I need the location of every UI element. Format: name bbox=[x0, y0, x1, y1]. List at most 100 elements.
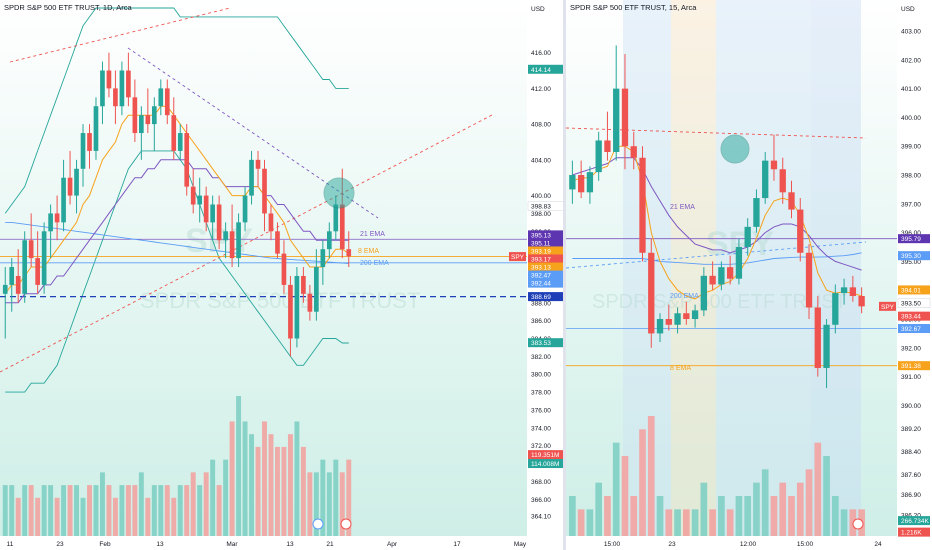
volume-bar bbox=[587, 509, 594, 536]
candle-body bbox=[197, 196, 202, 205]
candle-body bbox=[243, 196, 248, 223]
candle-body bbox=[648, 253, 654, 334]
price-tick-label: 400.00 bbox=[901, 115, 921, 122]
price-label-value: 393.44 bbox=[901, 314, 921, 321]
candle-body bbox=[596, 140, 602, 172]
candle-body bbox=[639, 158, 645, 253]
volume-bar bbox=[762, 469, 769, 536]
candle-body bbox=[158, 88, 163, 106]
time-tick-label: 13 bbox=[286, 541, 294, 548]
price-axis-background bbox=[897, 0, 932, 550]
watermark-name: SPDR S&P 500 ETF TRUST bbox=[140, 288, 420, 313]
volume-bar bbox=[595, 483, 602, 536]
price-label-value: 266.734K bbox=[901, 518, 929, 525]
volume-bar bbox=[22, 485, 27, 536]
volume-bar bbox=[61, 485, 66, 536]
price-tick-label: 400.00 bbox=[531, 193, 551, 200]
volume-bar bbox=[113, 498, 118, 536]
time-tick-label: May bbox=[514, 541, 527, 548]
candle-body bbox=[42, 231, 47, 285]
candle-body bbox=[666, 319, 672, 325]
volume-bar bbox=[709, 509, 716, 536]
price-label-value: 393.17 bbox=[531, 256, 551, 263]
daily-chart-title: SPDR S&P 500 ETF TRUST, 1D, Arca bbox=[4, 3, 132, 12]
time-tick-label: 17 bbox=[453, 541, 461, 548]
price-label-value: 414.14 bbox=[531, 67, 551, 74]
daily-chart-canvas[interactable]: SPY SPDR S&P 500 ETF TRUST 21 EMA 8 EMA 200 … bbox=[0, 0, 566, 550]
candle-body bbox=[333, 205, 338, 232]
candle-body bbox=[832, 293, 838, 325]
candle-body bbox=[841, 287, 847, 293]
time-tick-label: 15:00 bbox=[797, 541, 814, 548]
price-tick-label: 391.00 bbox=[901, 374, 921, 381]
currency-label: USD bbox=[531, 6, 545, 13]
price-tick-label: 374.00 bbox=[531, 425, 551, 432]
volume-bar bbox=[55, 498, 60, 536]
candle-body bbox=[745, 227, 751, 247]
volume-bar bbox=[630, 496, 637, 536]
price-tick-label: 390.00 bbox=[901, 403, 921, 410]
volume-bar bbox=[223, 460, 228, 536]
candle-body bbox=[657, 319, 663, 333]
price-tick-label: 403.00 bbox=[901, 29, 921, 36]
candle-body bbox=[126, 71, 131, 98]
intraday-chart-canvas[interactable]: SPY SPDR S&P 500 ETF TRUST 21 EMA 200 EMA 8 … bbox=[566, 0, 932, 550]
price-label-value: 388.69 bbox=[531, 294, 551, 301]
candle-body bbox=[771, 161, 777, 170]
earnings-flash-icon bbox=[853, 519, 863, 529]
time-tick-label: 12:00 bbox=[740, 541, 757, 548]
candle-body bbox=[327, 231, 332, 249]
candle-body bbox=[146, 115, 151, 124]
candle-body bbox=[346, 249, 351, 256]
candle-body bbox=[55, 213, 60, 222]
candle-body bbox=[762, 161, 768, 198]
volume-bar bbox=[139, 472, 144, 536]
volume-bar bbox=[727, 509, 734, 536]
price-label-value: 393.19 bbox=[531, 248, 551, 255]
price-tick-label: 412.00 bbox=[531, 86, 551, 93]
price-label-value: 395.11 bbox=[531, 240, 551, 247]
candle-body bbox=[753, 198, 759, 227]
volume-bar bbox=[275, 447, 280, 536]
volume-bar bbox=[744, 496, 751, 536]
candle-body bbox=[788, 192, 794, 209]
volume-bar bbox=[74, 485, 79, 536]
time-tick-label: 13 bbox=[156, 541, 164, 548]
daily-chart-panel[interactable]: SPY SPDR S&P 500 ETF TRUST 21 EMA 8 EMA 200 … bbox=[0, 0, 566, 550]
price-tick-label: 378.00 bbox=[531, 390, 551, 397]
ema-annotation: 8 EMA bbox=[358, 248, 379, 255]
candle-body bbox=[171, 115, 176, 151]
volume-bar bbox=[288, 434, 293, 536]
volume-bar bbox=[648, 416, 655, 536]
volume-bar bbox=[210, 460, 215, 536]
volume-bar bbox=[171, 498, 176, 536]
price-tick-label: 366.00 bbox=[531, 497, 551, 504]
ema-annotation: 200 EMA bbox=[670, 293, 699, 300]
volume-bar bbox=[145, 498, 150, 536]
price-tick-label: 386.90 bbox=[901, 492, 921, 499]
volume-bar bbox=[327, 472, 332, 536]
price-tick-label: 382.00 bbox=[531, 354, 551, 361]
candle-body bbox=[204, 196, 209, 223]
intraday-chart-panel[interactable]: SPY SPDR S&P 500 ETF TRUST 21 EMA 200 EMA 8 … bbox=[566, 0, 932, 550]
candle-body bbox=[622, 89, 628, 147]
candle-body bbox=[223, 231, 228, 240]
candle-body bbox=[152, 106, 157, 124]
price-tick-label: 368.00 bbox=[531, 479, 551, 486]
price-tick-label: 397.00 bbox=[901, 201, 921, 208]
price-label-value: 383.53 bbox=[531, 340, 551, 347]
candle-body bbox=[29, 240, 34, 258]
price-tick-label: 398.00 bbox=[531, 211, 551, 218]
volume-bar bbox=[622, 456, 629, 536]
volume-bar bbox=[35, 498, 40, 536]
volume-bar bbox=[771, 496, 778, 536]
candle-body bbox=[780, 169, 786, 192]
volume-bar bbox=[249, 434, 254, 536]
price-tick-label: 408.00 bbox=[531, 122, 551, 129]
candle-body bbox=[139, 115, 144, 133]
volume-bar bbox=[753, 483, 760, 536]
candle-body bbox=[68, 178, 73, 196]
volume-bar bbox=[204, 472, 209, 536]
volume-bar bbox=[806, 469, 813, 536]
price-label-value: 392.47 bbox=[531, 273, 551, 280]
